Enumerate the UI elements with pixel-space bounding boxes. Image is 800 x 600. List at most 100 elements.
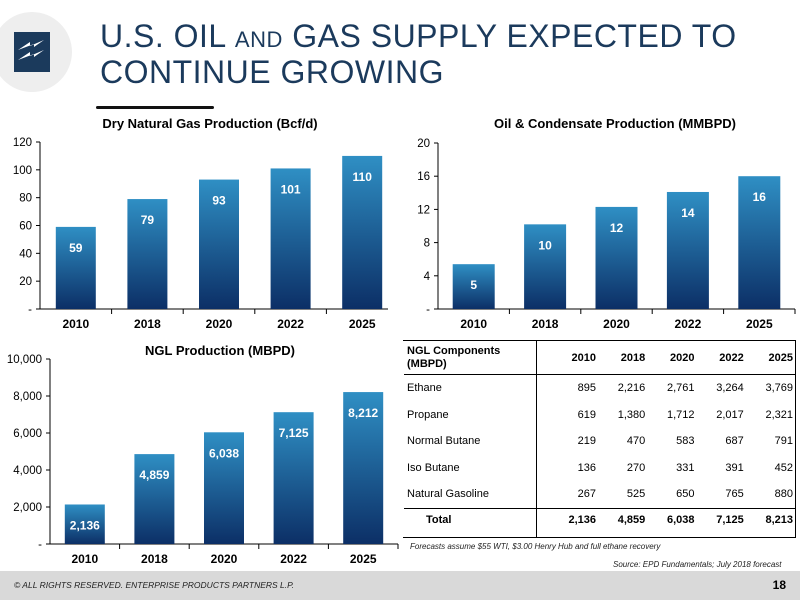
table-cell: 2,321: [765, 408, 793, 421]
x-tick-label: 2025: [349, 317, 376, 331]
y-tick-label: 8,000: [13, 391, 42, 403]
y-tick-label: 20: [417, 138, 430, 150]
dry-gas-production-chart: Dry Natural Gas Production (Bcf/d) - 20 40 6…: [0, 112, 395, 337]
page-number: 18: [772, 578, 786, 592]
x-tick-label: 2020: [603, 317, 630, 331]
x-tick-label: 2010: [62, 317, 89, 331]
row-label: Ethane: [407, 382, 442, 395]
y-tick-label: 20: [19, 276, 32, 288]
row-label: Iso Butane: [407, 461, 460, 474]
table-cell: 219: [577, 435, 597, 448]
table-cell: 880: [774, 488, 793, 501]
row-label: Normal Butane: [407, 435, 481, 448]
data-label: 79: [141, 213, 155, 227]
bar: [343, 392, 384, 544]
chart-svg: Dry Natural Gas Production (Bcf/d) - 20 40 6…: [13, 116, 388, 331]
table-row: Normal Butane 219 470 583 687 791: [404, 428, 796, 455]
table-cell: 4,859: [599, 507, 649, 531]
data-label: 12: [610, 221, 624, 235]
forecast-footnote: Forecasts assume $55 WTI, $3.00 Henry Hu…: [410, 542, 661, 551]
table-cell: 895: [577, 382, 597, 395]
chart-title: Dry Natural Gas Production (Bcf/d): [102, 116, 317, 131]
table-row: Natural Gasoline 267 525 650 765 880: [404, 481, 796, 508]
chart-title: Oil & Condensate Production (MMBPD): [494, 116, 736, 131]
table-cell: 391: [725, 461, 744, 474]
table-cell: 270: [626, 461, 646, 474]
table-total-row: Total 2,136 4,859 6,038 7,125 8,213: [404, 507, 796, 531]
table-header-year: 2022: [697, 341, 747, 375]
y-tick-label: 120: [13, 137, 32, 149]
source-note: Source: EPD Fundamentals; July 2018 fore…: [613, 560, 782, 569]
table-cell: 525: [626, 488, 646, 501]
data-label: 93: [212, 194, 226, 208]
table-cell: 1,712: [666, 408, 695, 421]
x-tick-label: 2022: [280, 552, 307, 566]
table-header-row: NGL Components (MBPD) 2010 2018 2020 2022…: [404, 341, 796, 375]
table-cell: 331: [676, 461, 695, 474]
bar: [738, 176, 781, 309]
y-tick-label: 12: [417, 204, 430, 216]
table-row: Iso Butane 136 270 331 391 452: [404, 455, 796, 482]
table-cell: 2,017: [716, 408, 744, 421]
x-tick-label: 2022: [277, 317, 304, 331]
page-title: U.S. OIL AND GAS SUPPLY EXPECTED TO CONT…: [100, 18, 737, 90]
data-label: 59: [69, 241, 83, 255]
table-cell: 650: [676, 488, 695, 501]
y-tick-label: 16: [417, 171, 430, 183]
bar: [595, 206, 638, 309]
y-tick-label: 6,000: [13, 428, 42, 440]
bar: [270, 168, 311, 309]
table-cell: 2,216: [617, 382, 646, 395]
row-label: Total: [404, 507, 550, 531]
y-tick-label: 4: [424, 271, 431, 283]
x-tick-label: 2018: [141, 552, 168, 566]
copyright-text: © ALL RIGHTS RESERVED. ENTERPRISE PRODUC…: [14, 580, 295, 590]
ngl-components-table: NGL Components (MBPD) 2010 2018 2020 2022…: [404, 341, 796, 531]
y-tick-label: 4,000: [13, 465, 42, 477]
bar: [342, 155, 383, 309]
y-tick-label: 8: [424, 238, 430, 250]
y-tick-label: 100: [13, 165, 32, 177]
bar: [273, 412, 314, 544]
bar: [64, 504, 105, 544]
y-tick-label: 10,000: [7, 354, 42, 366]
table-cell: 3,769: [765, 382, 793, 395]
table-cell: 791: [774, 435, 793, 448]
y-tick-label: 2,000: [13, 502, 42, 514]
bar: [134, 454, 175, 544]
x-tick-label: 2022: [675, 317, 702, 331]
y-tick-label: -: [28, 304, 32, 316]
table-cell: 1,380: [617, 408, 646, 421]
table-header-year: 2010: [549, 341, 600, 375]
data-label: 7,125: [279, 426, 309, 440]
table-cell: 267: [577, 488, 597, 501]
title-underline: [96, 106, 214, 109]
y-tick-label: 60: [19, 221, 32, 233]
table-header-label: NGL Components (MBPD): [404, 341, 550, 375]
data-label: 16: [753, 190, 767, 204]
table-cell: 3,264: [716, 382, 744, 395]
ngl-production-chart: NGL Production (MBPD) - 2,000 4,000 6,000 8,0…: [0, 338, 400, 573]
data-label: 6,038: [209, 446, 239, 460]
table-cell: 765: [725, 488, 744, 501]
footer-bar: © ALL RIGHTS RESERVED. ENTERPRISE PRODUC…: [0, 571, 800, 600]
table-cell: 687: [725, 435, 744, 448]
table-cell: 470: [626, 435, 646, 448]
table-cell: 583: [676, 435, 695, 448]
table-cell: 452: [774, 461, 793, 474]
x-tick-label: 2010: [71, 552, 98, 566]
table-row: Propane 619 1,380 1,712 2,017 2,321: [404, 402, 796, 429]
table-cell: 2,136: [549, 507, 600, 531]
bar: [666, 191, 709, 309]
table-header-year: 2020: [648, 341, 698, 375]
chart-title: NGL Production (MBPD): [145, 343, 295, 358]
data-label: 2,136: [70, 518, 100, 532]
y-tick-label: 80: [19, 193, 32, 205]
table-cell: 8,213: [746, 507, 796, 531]
row-label: Natural Gasoline: [407, 488, 489, 501]
bar: [55, 226, 96, 309]
bar: [452, 264, 495, 309]
bar: [204, 432, 244, 544]
data-label: 110: [353, 170, 373, 184]
x-tick-label: 2025: [746, 317, 773, 331]
